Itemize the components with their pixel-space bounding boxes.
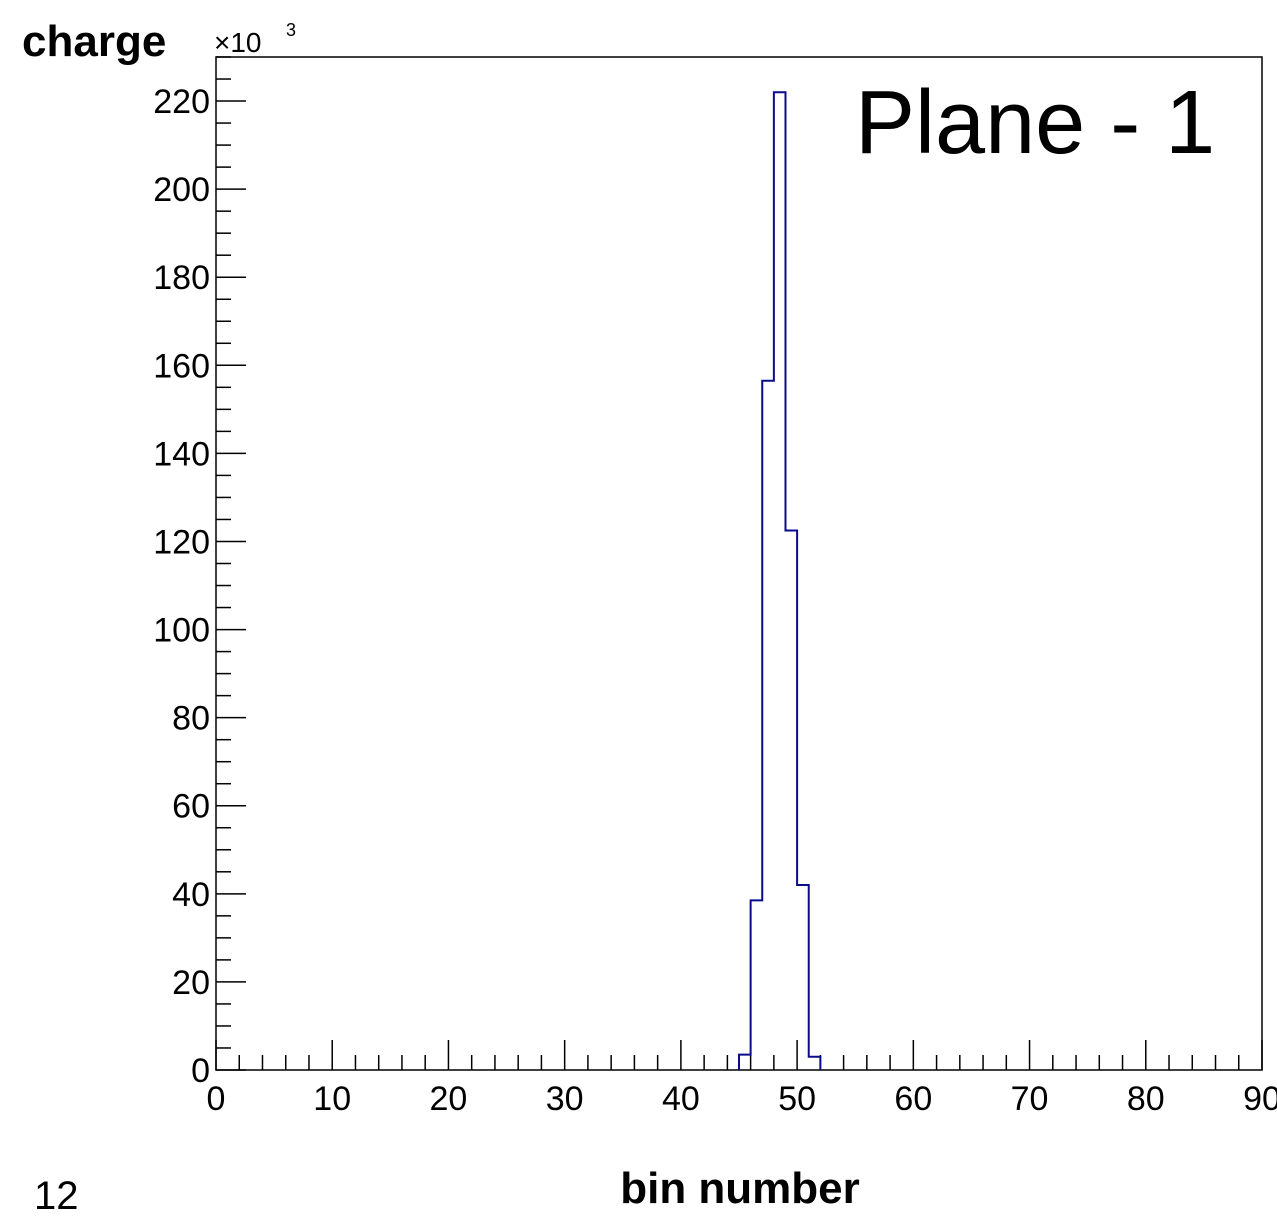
x-tick-label: 40 bbox=[662, 1080, 700, 1118]
histogram-outline bbox=[738, 91, 822, 1070]
x-tick-label: 10 bbox=[313, 1080, 351, 1118]
x-tick-label: 60 bbox=[894, 1080, 932, 1118]
histogram-bin bbox=[809, 1057, 821, 1070]
y-tick-label: 220 bbox=[153, 83, 210, 121]
histogram-bin bbox=[762, 381, 774, 1070]
plot-frame bbox=[215, 56, 1263, 1071]
y-axis-multiplier-exponent: 3 bbox=[286, 20, 296, 40]
x-tick-label: 30 bbox=[546, 1080, 584, 1118]
y-axis-title: charge bbox=[22, 17, 166, 66]
x-tick-label: 90 bbox=[1243, 1080, 1277, 1118]
x-tick-label: 50 bbox=[778, 1080, 816, 1118]
histogram-bin bbox=[785, 530, 797, 1070]
y-tick-label: 160 bbox=[153, 347, 210, 385]
page-number: 12 bbox=[34, 1174, 79, 1218]
y-tick-label: 120 bbox=[153, 523, 210, 561]
y-tick-label: 140 bbox=[153, 435, 210, 473]
y-tick-label: 180 bbox=[153, 259, 210, 297]
x-tick-label: 70 bbox=[1011, 1080, 1049, 1118]
y-tick-label: 80 bbox=[172, 700, 210, 738]
y-tick-label: 40 bbox=[172, 876, 210, 914]
y-tick-label: 100 bbox=[153, 612, 210, 650]
x-axis-title: bin number bbox=[620, 1164, 860, 1211]
histogram-bin bbox=[797, 885, 809, 1070]
y-tick-label: 200 bbox=[153, 171, 210, 209]
histogram-bin bbox=[739, 1055, 751, 1070]
y-tick-label: 60 bbox=[172, 788, 210, 826]
x-tick-label: 80 bbox=[1127, 1080, 1165, 1118]
y-axis-multiplier: ×10 bbox=[214, 27, 262, 58]
histogram-bin bbox=[774, 92, 786, 1070]
y-tick-label: 0 bbox=[191, 1052, 210, 1090]
histogram-bin bbox=[751, 900, 763, 1070]
y-tick-label: 20 bbox=[172, 964, 210, 1002]
x-tick-label: 20 bbox=[430, 1080, 468, 1118]
x-tick-label: 0 bbox=[207, 1080, 226, 1118]
chart-title: Plane - 1 bbox=[855, 73, 1215, 173]
